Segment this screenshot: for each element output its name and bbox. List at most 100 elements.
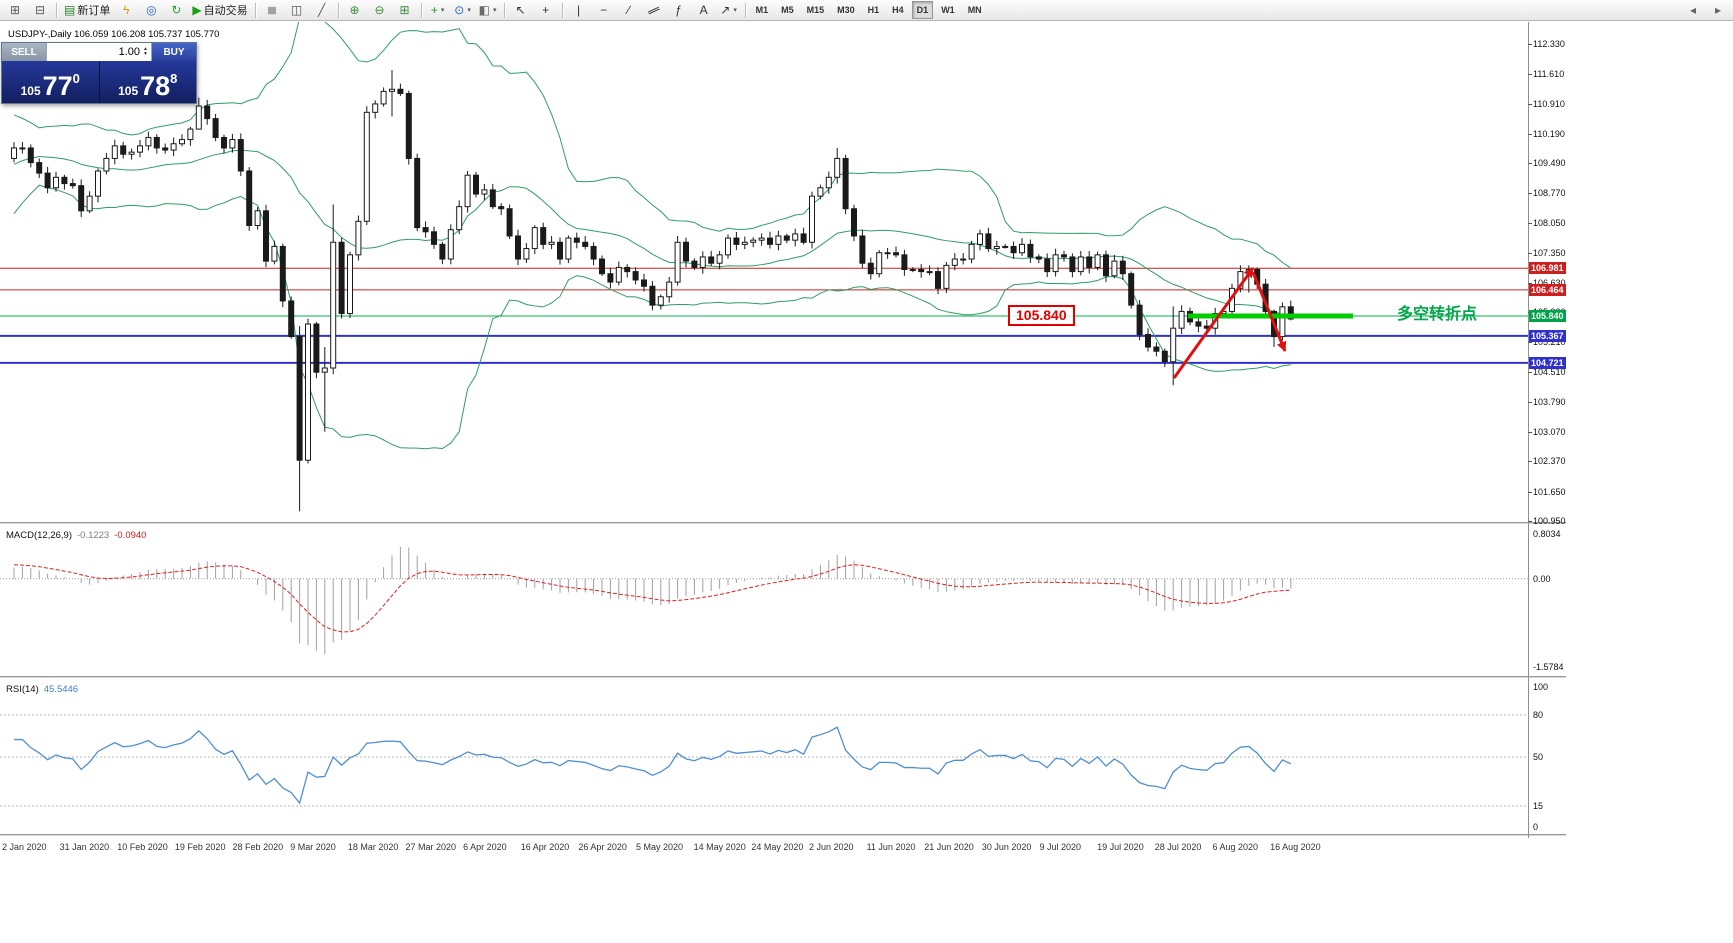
panel-separator[interactable] [0,834,1566,837]
price-axis-label: 109.490 [1533,158,1566,169]
candle [237,139,244,172]
templates-button[interactable]: ◧ ▾ [476,1,500,20]
new-order-button[interactable]: ▤ 新订单 [61,1,113,20]
candle [1111,260,1118,277]
candle [800,233,807,243]
timeframe-d1-button[interactable]: D1 [911,1,934,19]
timeframe-h1-button[interactable]: H1 [867,5,880,15]
trend-arrow[interactable] [1172,267,1255,379]
ohlc-info-line: USDJPY-,Daily 106.059 106.208 105.737 10… [8,29,220,40]
candle [19,147,26,150]
candle [657,296,664,306]
price-chart[interactable] [0,22,1528,522]
candle [842,157,849,210]
timeframe-m5-button[interactable]: M5 [781,5,794,15]
fibonacci-button[interactable]: ƒ [667,1,691,20]
candle [137,145,143,153]
candle [1170,327,1177,363]
toolbar-overflow-left-button[interactable]: ◂ [1681,1,1705,20]
volume-input[interactable]: 1.00 ▲ ▼ [46,43,152,61]
tile-windows-button[interactable]: ⊞ [393,1,417,20]
bar-chart-button[interactable]: ≣ [260,1,284,20]
toolbar-overflow-right-button[interactable]: ▸ [1706,1,1730,20]
candle [666,281,673,298]
trendline-button[interactable]: ∕ [617,1,641,20]
date-label: 19 Jul 2020 [1097,842,1144,852]
spinner-down-icon[interactable]: ▼ [143,51,148,57]
candle [1002,245,1009,248]
candle [11,147,17,159]
candle [1161,350,1168,363]
line-chart-button[interactable]: ╱ [310,1,334,20]
one-click-trading-panel: SELL 1.00 ▲ ▼ BUY 105 77 0 105 78 8 [1,42,197,104]
candle [221,136,227,149]
indicators-button[interactable]: + ▾ [426,1,450,20]
buy-button[interactable]: BUY [152,43,196,61]
auto-trading-button[interactable]: ▶ 自动交易 [189,1,250,20]
candle [389,88,395,92]
macd-panel[interactable] [0,527,1528,675]
candle [1010,245,1017,254]
price-level-annotation[interactable]: 105.840 [1008,305,1075,326]
horizontal-line-button[interactable]: − [592,1,616,20]
timeframe-m30-button[interactable]: M30 [837,5,855,15]
date-label: 6 Apr 2020 [463,842,507,852]
candle [120,145,127,155]
candle [809,195,815,243]
candle [330,241,337,369]
timeframe-m1-button[interactable]: M1 [755,5,769,15]
volume-spinner[interactable]: ▲ ▼ [143,47,148,57]
vertical-line-button[interactable]: | [567,1,591,20]
candle [279,245,286,302]
bid-prefix: 105 [20,84,41,98]
candle [179,139,185,145]
new-chart-button[interactable]: ⊞ [3,1,27,20]
candle [86,195,93,212]
date-label: 21 Jun 2020 [924,842,974,852]
text-button[interactable]: A [692,1,716,20]
candle [473,174,479,195]
market-depth-button[interactable]: ◎ [139,1,163,20]
candle [641,279,647,287]
date-label: 16 Aug 2020 [1270,842,1321,852]
periods-button[interactable]: ⊙ ▾ [451,1,475,20]
candle [61,176,68,185]
profiles-button[interactable]: ⊟ [28,1,52,20]
candle [246,170,253,226]
candlestick-chart-button[interactable]: ◫ [285,1,309,20]
lightning-button[interactable]: ϟ [114,1,138,20]
candle [1077,256,1084,273]
channel-button[interactable]: ∥ [642,1,666,20]
toolbar-separator [561,2,563,18]
zoom-out-button[interactable]: ⊖ [368,1,392,20]
candle [708,256,715,264]
buy-price-button[interactable]: 105 78 8 [99,61,196,103]
date-label: 10 Feb 2020 [117,842,168,852]
crosshair-button[interactable]: + [534,1,558,20]
timeframe-h4-button[interactable]: H4 [892,5,904,15]
date-label: 14 May 2020 [693,842,746,852]
candle [170,143,177,151]
panel-separator[interactable] [0,676,1566,679]
timeframe-m15-button[interactable]: M15 [806,5,825,15]
arrows-tool-button[interactable]: ↗ ▾ [717,1,741,20]
candle [431,231,437,245]
panel-separator[interactable] [0,522,1566,525]
macd-signal-value: -0.0940 [114,530,147,541]
zoom-in-button[interactable]: ⊕ [343,1,367,20]
turning-point-label[interactable]: 多空转折点 [1397,306,1478,323]
rsi-panel[interactable] [0,681,1528,833]
candle [1287,306,1294,320]
timeframe-mn-button[interactable]: MN [967,5,982,15]
refresh-button[interactable]: ↻ [164,1,188,20]
cursor-button[interactable]: ↖ [509,1,533,20]
candle [1052,254,1059,273]
spinner-up-icon[interactable]: ▲ [143,46,148,52]
trend-arrow[interactable] [1251,271,1287,352]
candle [926,271,933,274]
sell-button[interactable]: SELL [2,43,46,61]
candle [876,252,883,275]
sell-price-button[interactable]: 105 77 0 [2,61,100,103]
candle [498,206,505,210]
timeframe-w1-button[interactable]: W1 [941,5,955,15]
